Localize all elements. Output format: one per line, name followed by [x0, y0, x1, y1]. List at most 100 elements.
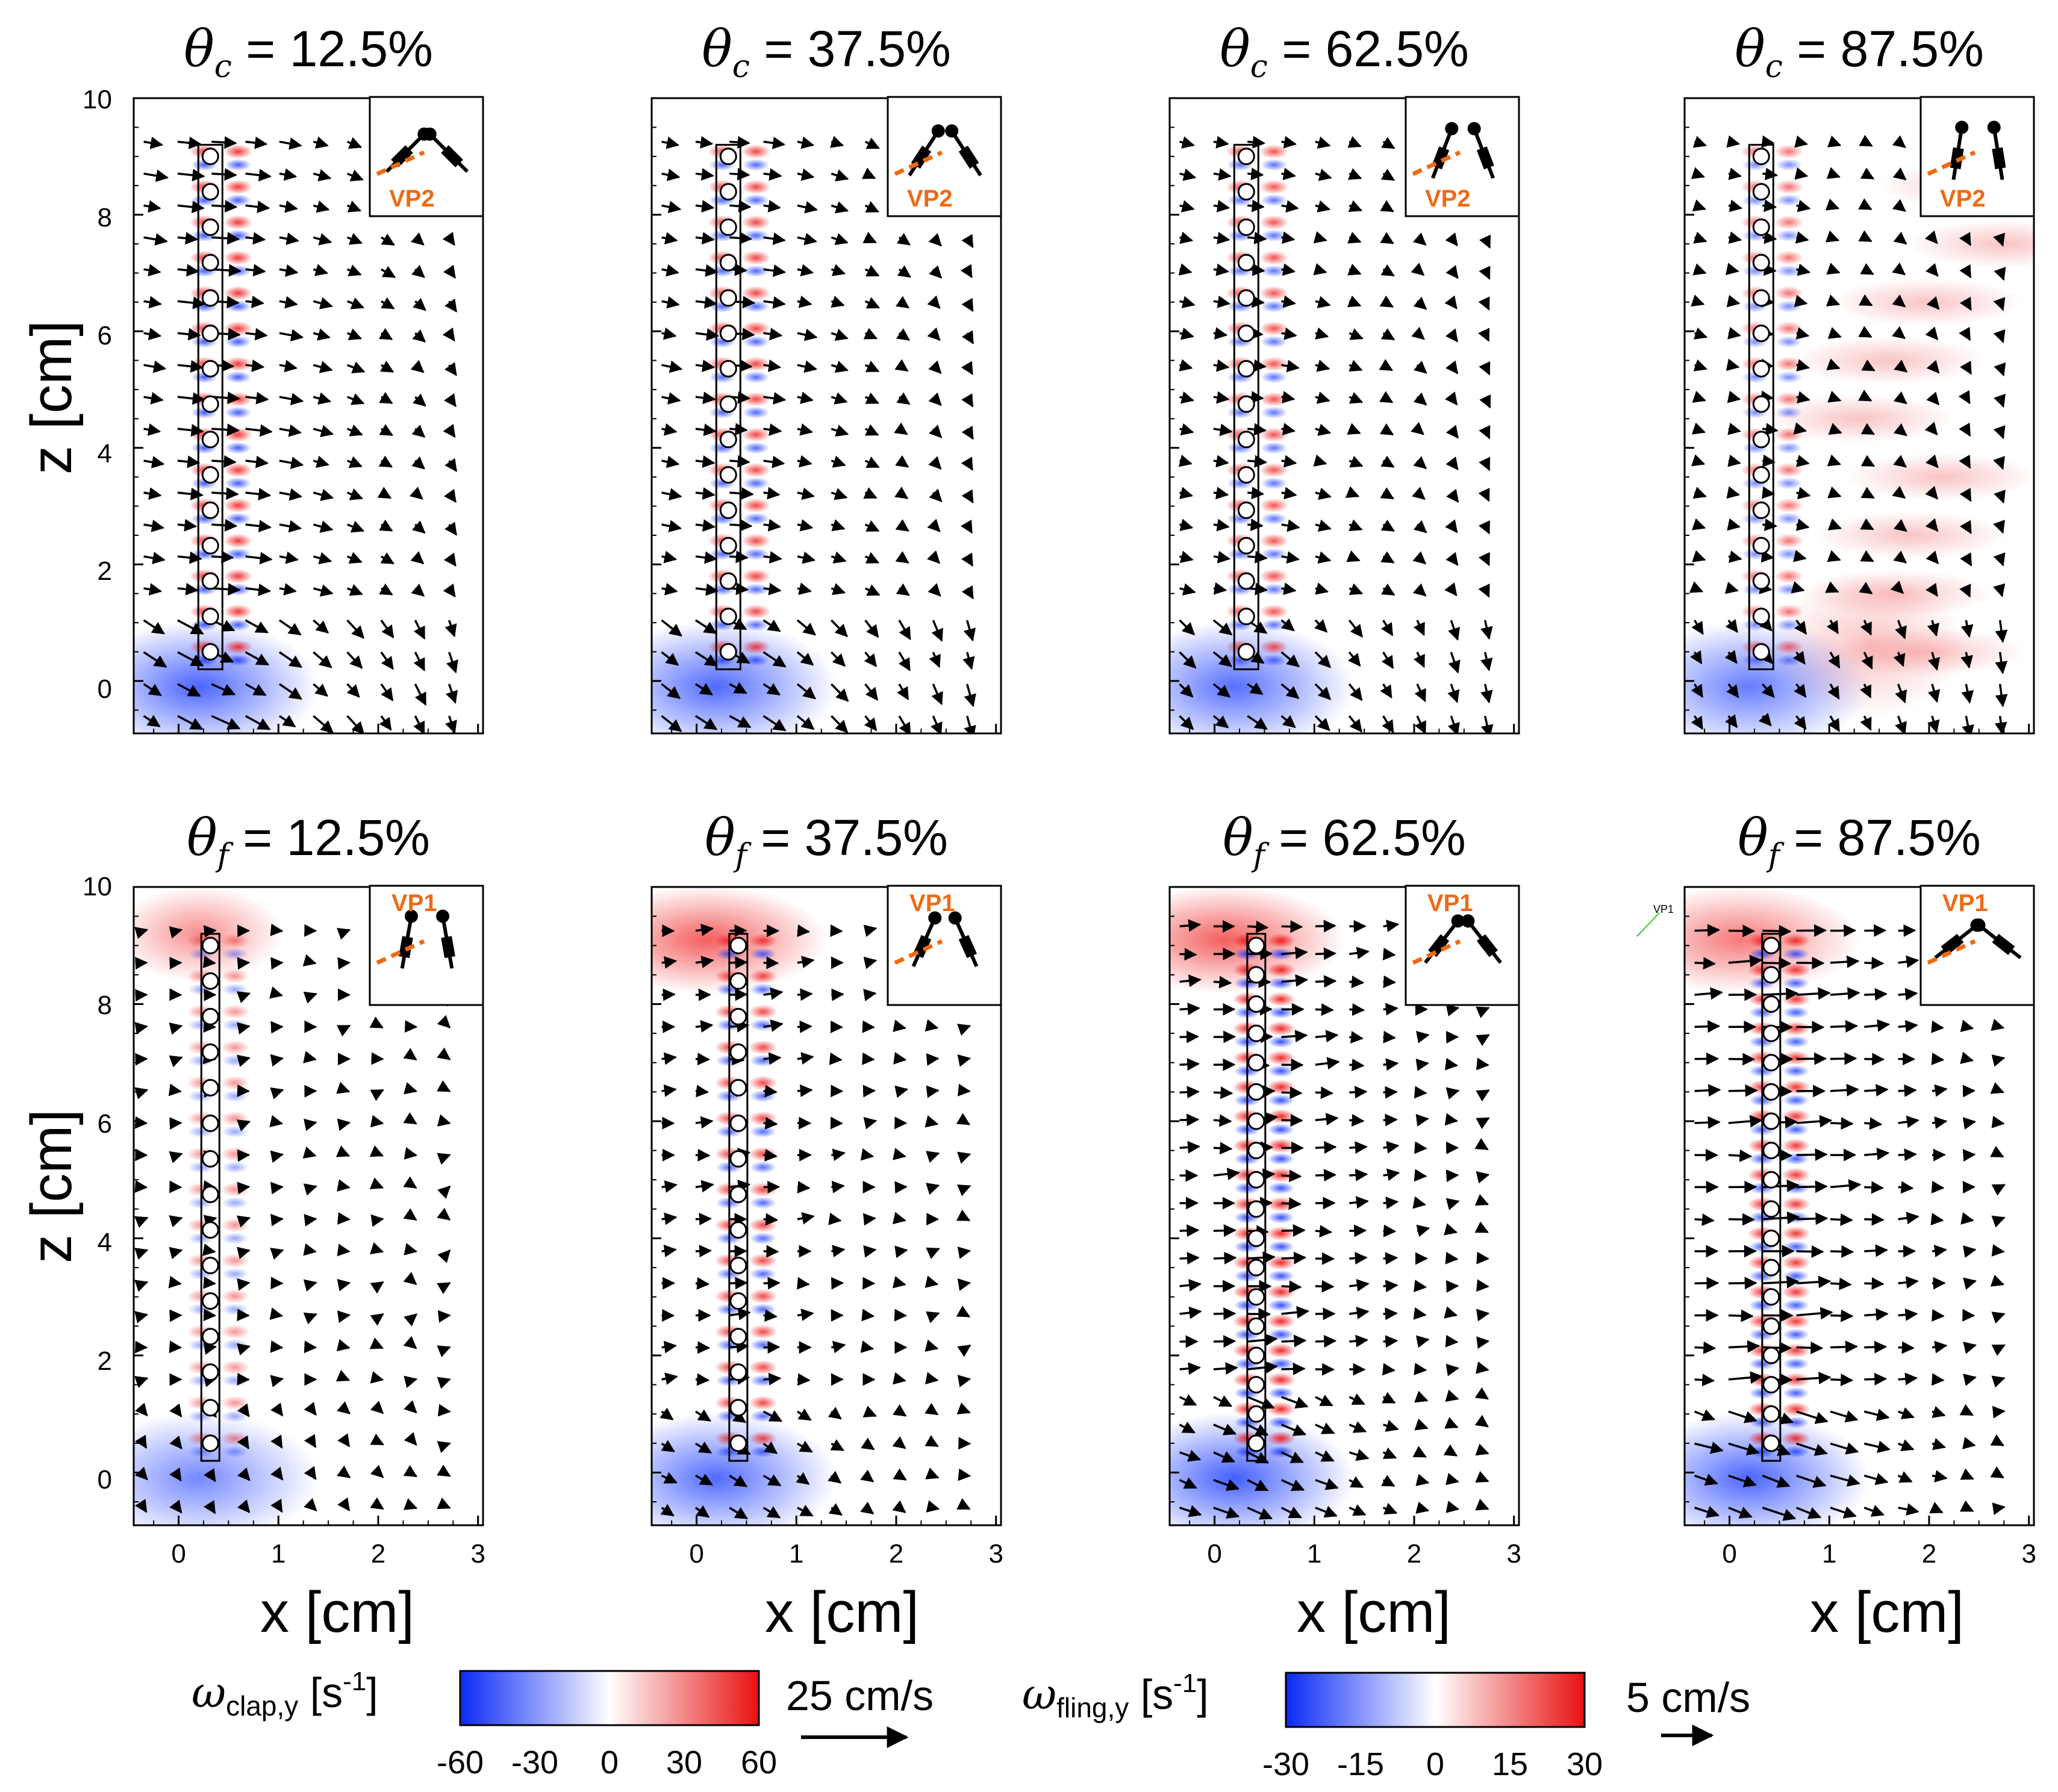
bristle-vortex-neg — [1782, 1123, 1809, 1136]
bristle-vortex-pos — [1774, 356, 1804, 372]
velocity-arrow — [1281, 295, 1297, 308]
z-tick-label: 10 — [83, 872, 112, 901]
velocity-arrow — [379, 360, 394, 373]
velocity-arrow — [1315, 487, 1332, 500]
plot-frame — [1168, 886, 1520, 1526]
velocity-arrow — [380, 651, 394, 670]
velocity-arrow — [245, 424, 273, 437]
velocity-arrow — [379, 583, 393, 596]
bristle-marker — [1237, 254, 1255, 272]
velocity-arrow — [1694, 1213, 1715, 1227]
velocity-arrow — [797, 1440, 813, 1453]
bristle-vortex-neg — [1261, 335, 1288, 348]
velocity-arrow — [1864, 1181, 1885, 1194]
velocity-arrow — [694, 651, 719, 667]
velocity-arrow — [1380, 200, 1394, 213]
velocity-arrow — [1179, 550, 1194, 563]
velocity-arrow — [1414, 1418, 1429, 1431]
bristle-marker — [729, 936, 747, 954]
velocity-arrow — [1247, 920, 1269, 933]
velocity-arrow — [1691, 683, 1703, 698]
velocity-arrow — [1898, 924, 1916, 938]
velocity-arrow — [1691, 715, 1704, 730]
z-tick-label: 4 — [98, 439, 112, 468]
velocity-arrow — [1793, 422, 1807, 435]
velocity-arrow — [1728, 1115, 1763, 1128]
velocity-arrow — [1932, 1405, 1946, 1418]
velocity-arrow — [661, 956, 678, 969]
bristle-vortex-neg — [1261, 406, 1288, 419]
velocity-arrow — [1830, 1117, 1854, 1130]
velocity-arrow — [661, 264, 679, 277]
velocity-arrow — [763, 1084, 778, 1098]
x-axis-label-col4: x [cm] — [1810, 1580, 1964, 1644]
velocity-arrow — [143, 683, 162, 697]
bristle-vortex-neg — [1267, 977, 1294, 989]
velocity-arrow — [1474, 1138, 1489, 1151]
panel-clap-4: θc = 87.5%VP2 — [1683, 19, 2035, 735]
velocity-arrow — [1445, 519, 1458, 534]
velocity-arrow — [313, 425, 334, 437]
velocity-arrow — [1860, 167, 1875, 180]
velocity-arrow — [1178, 263, 1193, 276]
velocity-arrow — [270, 1466, 284, 1481]
vortex-blob — [1907, 219, 2034, 268]
velocity-arrow — [369, 1177, 384, 1189]
velocity-arrow — [1413, 620, 1425, 636]
velocity-arrow — [1349, 455, 1364, 468]
velocity-arrow — [1830, 1277, 1852, 1290]
velocity-arrow — [1475, 1499, 1489, 1511]
velocity-arrow — [1349, 583, 1364, 596]
velocity-arrow — [1924, 422, 1938, 436]
bristle-vortex-pos — [220, 1146, 250, 1162]
velocity-arrow — [380, 620, 394, 639]
velocity-arrow — [863, 328, 878, 340]
bristle-vortex-pos — [748, 1146, 778, 1162]
velocity-arrow — [927, 327, 941, 341]
velocity-arrow — [143, 423, 161, 436]
velocity-arrow — [1349, 1003, 1365, 1016]
velocity-arrow — [134, 1466, 148, 1481]
velocity-arrow — [1281, 455, 1297, 468]
bristled-wing-outline — [1761, 933, 1782, 1462]
bristle-marker — [1762, 1200, 1780, 1218]
velocity-arrow — [1932, 1148, 1946, 1162]
velocity-arrow — [1281, 1251, 1307, 1265]
velocity-arrow — [1892, 135, 1906, 148]
velocity-arrow — [1281, 359, 1300, 373]
velocity-arrow — [1349, 1334, 1369, 1348]
velocity-arrow — [168, 1275, 182, 1289]
velocity-arrow — [1383, 1140, 1400, 1154]
velocity-arrow — [763, 1116, 778, 1130]
velocity-arrow — [1478, 583, 1490, 598]
velocity-arrow — [1932, 1438, 1947, 1451]
bristle-marker — [1247, 1317, 1265, 1335]
velocity-arrow — [1858, 230, 1872, 243]
bristle-marker — [1247, 1142, 1265, 1160]
velocity-arrow — [279, 393, 304, 406]
bristle-vortex-neg — [749, 1196, 776, 1209]
velocity-arrow — [1213, 582, 1227, 595]
velocity-arrow — [1860, 620, 1872, 636]
velocity-arrow — [1959, 296, 1972, 311]
velocity-arrow — [177, 169, 205, 182]
velocity-arrow — [303, 1183, 317, 1196]
velocity-arrow — [369, 1145, 384, 1157]
velocity-arrow — [1380, 683, 1392, 698]
velocity-arrow — [236, 1215, 251, 1228]
velocity-arrow — [169, 1467, 182, 1482]
velocity-arrow — [763, 296, 786, 309]
velocity-arrow — [1929, 1502, 1944, 1514]
velocity-arrow — [444, 521, 458, 536]
velocity-arrow — [370, 1281, 384, 1294]
velocity-arrow — [1445, 1363, 1459, 1377]
velocity-arrow — [1864, 988, 1888, 1001]
velocity-arrow — [1991, 1054, 2006, 1067]
velocity-arrow — [1925, 263, 1939, 277]
wing-glyph-icon — [1461, 914, 1502, 964]
velocity-arrow — [1479, 456, 1491, 471]
velocity-arrow — [1412, 232, 1427, 246]
velocity-arrow — [926, 1183, 940, 1195]
velocity-arrow — [797, 1212, 815, 1225]
velocity-arrow — [1281, 1114, 1303, 1127]
